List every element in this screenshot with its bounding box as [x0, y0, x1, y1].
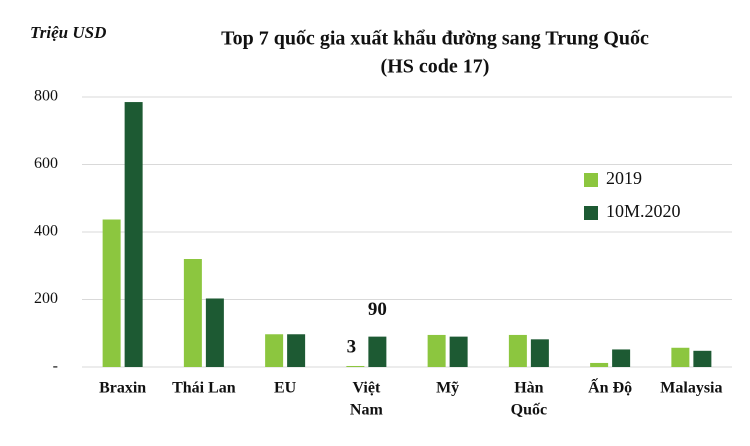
data-label: 90 [368, 299, 387, 320]
legend-swatch [584, 206, 598, 220]
y-axis-label: Triệu USD [30, 23, 106, 42]
x-tick-label: Nam [350, 402, 384, 419]
bar [427, 334, 446, 367]
data-label: 3 [347, 336, 357, 357]
x-tick-label: Ấn Độ [588, 378, 632, 397]
bar [287, 334, 306, 367]
bar [590, 362, 609, 367]
x-tick-label: Malaysia [660, 380, 722, 397]
y-tick-label: - [53, 358, 58, 375]
y-tick-label: 200 [34, 290, 58, 307]
x-tick-label: Mỹ [436, 380, 459, 397]
legend-swatch [584, 173, 598, 187]
y-tick-label: 400 [34, 223, 58, 240]
bar [671, 347, 690, 367]
bar [368, 336, 387, 367]
x-tick-label: Việt [352, 380, 381, 397]
bar [530, 339, 549, 367]
legend-label: 10M.2020 [606, 201, 681, 221]
bar [124, 102, 143, 367]
x-tick-label: Braxin [99, 380, 146, 397]
x-tick-label: Hàn [514, 380, 543, 397]
bar [102, 219, 121, 367]
x-tick-label: Quốc [511, 402, 547, 419]
bar [612, 349, 631, 367]
chart-title: Top 7 quốc gia xuất khẩu đường sang Trun… [221, 28, 649, 50]
chart-subtitle: (HS code 17) [381, 56, 490, 78]
bar [508, 334, 527, 367]
bar [205, 298, 224, 367]
bar [183, 259, 202, 367]
x-tick-label: Thái Lan [172, 380, 236, 397]
y-tick-label: 800 [34, 88, 58, 105]
bar [449, 336, 468, 367]
bar [693, 350, 712, 367]
bar [346, 365, 365, 367]
bar [265, 334, 284, 367]
y-tick-label: 600 [34, 155, 58, 172]
legend-label: 2019 [606, 168, 642, 188]
x-tick-label: EU [274, 380, 297, 397]
